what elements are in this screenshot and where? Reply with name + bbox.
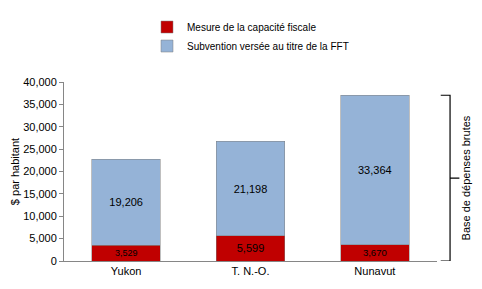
svg-text:10,000: 10,000: [23, 210, 57, 222]
svg-text:T. N.-O.: T. N.-O.: [232, 265, 270, 277]
svg-text:3,529: 3,529: [115, 248, 137, 258]
svg-text:Nunavut: Nunavut: [354, 265, 395, 277]
svg-text:30,000: 30,000: [23, 121, 57, 133]
svg-text:5,599: 5,599: [237, 242, 265, 254]
svg-text:3,670: 3,670: [363, 247, 387, 258]
svg-text:35,000: 35,000: [23, 98, 57, 110]
svg-text:5,000: 5,000: [29, 232, 57, 244]
svg-text:Mesure de la capacité fiscale: Mesure de la capacité fiscale: [187, 22, 316, 33]
svg-text:21,198: 21,198: [234, 183, 268, 195]
svg-text:Subvention versée au titre de: Subvention versée au titre de la FFT: [187, 41, 349, 52]
svg-text:19,206: 19,206: [109, 196, 143, 208]
svg-text:33,364: 33,364: [358, 164, 392, 176]
svg-text:25,000: 25,000: [23, 143, 57, 155]
svg-text:40,000: 40,000: [23, 76, 57, 88]
svg-text:0: 0: [51, 255, 57, 267]
svg-text:$ par habitant: $ par habitant: [9, 138, 21, 205]
svg-text:15,000: 15,000: [23, 188, 57, 200]
svg-text:Yukon: Yukon: [111, 265, 142, 277]
svg-text:Base de dépenses brutes: Base de dépenses brutes: [460, 115, 472, 240]
svg-text:20,000: 20,000: [23, 165, 57, 177]
